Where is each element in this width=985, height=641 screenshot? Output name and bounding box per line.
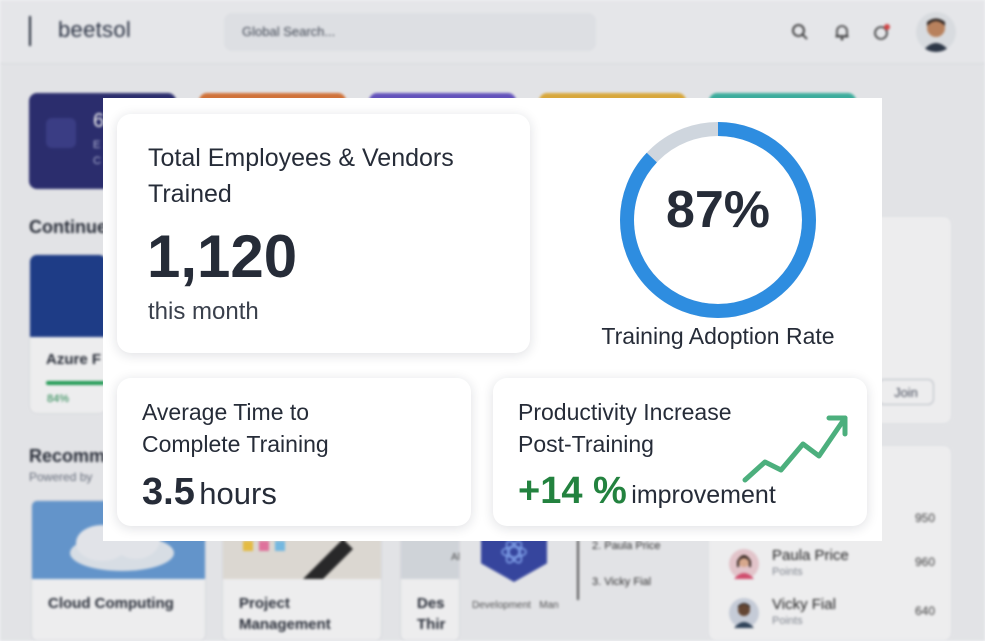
document-icon [46, 118, 76, 148]
powered-by-label: Powered by [29, 470, 93, 484]
total-trained-label: Total Employees & Vendors Trained [148, 144, 454, 208]
course-title: Azure F [46, 351, 102, 368]
top-bar: beetsol Global Search... [0, 0, 985, 64]
leaderboard-row[interactable]: Vicky Fial Points 640 [709, 596, 953, 636]
total-trained-period: this month [148, 298, 259, 325]
leaderboard-score: 950 [914, 511, 935, 525]
productivity-unit: improvement [631, 481, 776, 509]
tile-value: 6 [93, 110, 105, 132]
ranking-list: 2. Paula Price 3. Vicky Fial [578, 540, 660, 588]
average-time-label: Average Time to Complete Training [142, 399, 329, 457]
course-title: Project Management [239, 595, 331, 633]
badge-caption: Development Man [472, 600, 559, 611]
bell-icon[interactable] [828, 18, 856, 46]
avatar [729, 598, 759, 628]
points-label: Points [772, 615, 803, 627]
training-metrics-overlay: Total Employees & Vendors Trained 1,120 t… [103, 98, 882, 541]
join-button[interactable]: Join [878, 379, 934, 405]
leaderboard-score: 960 [914, 555, 935, 569]
leaderboard-row[interactable]: Paula Price Points 960 [709, 547, 953, 587]
course-image [30, 255, 106, 337]
total-trained-value: 1,120 [147, 223, 298, 290]
recommended-section-title: Recomm [29, 446, 106, 466]
leaderboard-name: Paula Price [772, 547, 849, 564]
average-time-value: 3.5 [142, 471, 195, 513]
productivity-metric: +14 % improvement [518, 470, 776, 513]
average-time-unit: hours [199, 476, 277, 511]
ranking-item: 2. Paula Price [592, 540, 661, 552]
average-time-card: Average Time to Complete Training 3.5 hou… [117, 378, 471, 526]
adoption-rate-caption: Training Adoption Rate [601, 323, 835, 349]
global-search-input[interactable]: Global Search... [224, 13, 596, 51]
notification-icon[interactable] [868, 18, 896, 46]
ranking-item: 3. Vicky Fial [592, 576, 652, 588]
course-progress-bar [46, 381, 105, 385]
donut-filled-arc [620, 122, 816, 318]
productivity-card: Productivity Increase Post-Training +14 %… [493, 378, 867, 526]
ranking-divider [577, 540, 579, 600]
leaderboard-name: Vicky Fial [772, 596, 836, 613]
productivity-value: +14 % [518, 470, 627, 512]
productivity-label: Productivity Increase Post-Training [518, 399, 732, 457]
continue-section-title: Continue [29, 217, 107, 237]
average-time-metric: 3.5 hours [142, 471, 277, 514]
leaderboard-row[interactable]: 950 [709, 503, 953, 543]
brand-logo[interactable]: beetsol [58, 17, 132, 42]
total-trained-card: Total Employees & Vendors Trained 1,120 t… [117, 114, 530, 353]
course-title: Des Thir [417, 595, 446, 633]
course-title: Cloud Computing [48, 595, 174, 612]
badge-side-label: Al [451, 552, 460, 563]
trend-up-icon [742, 415, 848, 483]
brand-divider [29, 16, 31, 46]
user-avatar[interactable] [916, 12, 956, 52]
points-label: Points [772, 566, 803, 578]
leaderboard-card: 950 Paula Price Points 960 Vicky Fial Po… [708, 445, 952, 641]
course-card[interactable]: Azure F 84% [29, 254, 107, 414]
adoption-donut-chart [620, 122, 816, 318]
search-icon[interactable] [786, 18, 814, 46]
course-progress-label: 84% [47, 393, 70, 405]
avatar [729, 549, 759, 579]
leaderboard-score: 640 [914, 604, 935, 618]
adoption-rate-value: 87% [665, 181, 771, 239]
